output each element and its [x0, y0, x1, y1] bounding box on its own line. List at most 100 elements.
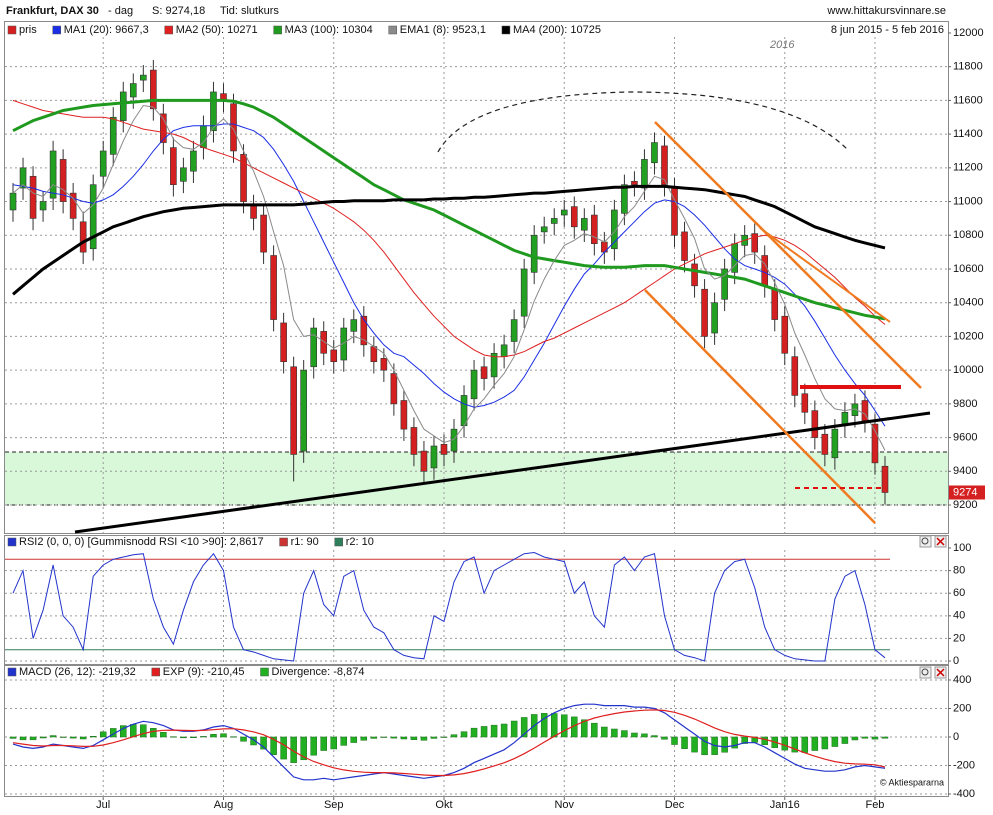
- y-tick-label: 100: [953, 542, 971, 554]
- divergence-bar: [300, 736, 307, 761]
- candle-body: [721, 268, 728, 300]
- divergence-bar: [520, 717, 528, 738]
- x-tick-label: Jan16: [770, 799, 800, 811]
- price-tag-label: 9274: [953, 486, 977, 498]
- y-tick-label: 11400: [953, 128, 983, 140]
- date-range: 8 jun 2015 - 5 feb 2016: [831, 24, 944, 36]
- candle-body: [250, 204, 257, 219]
- divergence-bar: [540, 713, 548, 738]
- y-tick-label: 9800: [953, 398, 977, 410]
- legend-label: MA1 (20): 9667,3: [64, 24, 149, 36]
- divergence-bar: [240, 736, 247, 742]
- y-tick-label: 10000: [953, 364, 984, 376]
- divergence-bar: [340, 736, 348, 746]
- zoom-button[interactable]: [919, 535, 932, 548]
- ma-line: [12, 184, 886, 296]
- legend-swatch: [334, 537, 343, 547]
- panel-buttons: [919, 535, 947, 679]
- candle-body: [691, 263, 698, 287]
- annotations: [74, 91, 931, 534]
- divergence-bar: [721, 736, 728, 753]
- divergence-bar: [561, 714, 568, 738]
- legend-label: MACD (26, 12): -219,32: [19, 666, 136, 678]
- candle-body: [180, 167, 187, 182]
- y-tick-label: 12000: [953, 27, 984, 39]
- y-tick-label: 10400: [953, 297, 984, 309]
- candle-body: [190, 150, 197, 172]
- divergence-bar: [550, 713, 558, 738]
- candle-body: [581, 218, 588, 231]
- candle-body: [99, 150, 107, 177]
- y-tick-label: 40: [953, 610, 965, 622]
- divergence-bar: [841, 736, 849, 744]
- last-price: S: 9274,18: [152, 5, 205, 17]
- close-icon: [936, 537, 945, 546]
- candle-body: [400, 400, 408, 430]
- candle-body: [801, 393, 809, 413]
- y-tick-label: -400: [953, 788, 975, 800]
- divergence-bar: [430, 736, 438, 739]
- divergence-bar: [250, 736, 257, 746]
- candle-body: [641, 159, 648, 189]
- divergence-bar: [871, 736, 879, 740]
- candle-body: [39, 201, 47, 211]
- candle-body: [480, 366, 488, 379]
- legend-swatch: [501, 25, 511, 35]
- x-tick-label: Nov: [554, 799, 574, 811]
- candle-body: [29, 175, 37, 219]
- legend-swatch: [7, 537, 17, 547]
- candle-body: [340, 327, 348, 361]
- legend-band: [5, 22, 948, 37]
- legend-swatch: [7, 25, 17, 35]
- rsi-line: [12, 551, 886, 662]
- y-tick-label: 9600: [953, 431, 977, 443]
- candle-body: [871, 423, 879, 464]
- divergence-bar: [651, 735, 658, 738]
- divergence-bar: [801, 736, 809, 753]
- divergence-bar: [611, 728, 618, 738]
- candle-body: [550, 218, 558, 224]
- candle-body: [761, 255, 769, 287]
- candle-body: [701, 288, 708, 337]
- legend-label: MA2 (50): 10271: [176, 24, 258, 36]
- candle-body: [79, 221, 87, 253]
- candle-body: [210, 91, 217, 132]
- arc: [437, 91, 849, 153]
- candle-body: [380, 358, 388, 371]
- legend-label: r1: 90: [291, 536, 319, 548]
- y-tick-label: 400: [953, 674, 971, 686]
- divergence-bar: [621, 730, 628, 738]
- divergence-bar: [701, 736, 708, 756]
- candle-body: [791, 356, 799, 396]
- divergence-bar: [661, 736, 668, 740]
- y-tick-label: 80: [953, 565, 965, 577]
- x-tick-label: Dec: [665, 799, 685, 811]
- divergence-bar: [440, 736, 448, 738]
- legend-swatch: [260, 667, 269, 677]
- x-tick-label: Jul: [96, 799, 110, 811]
- channel-lower: [644, 289, 876, 524]
- divergence-bar: [691, 736, 698, 753]
- legend-label: MA4 (200): 10725: [513, 24, 601, 36]
- y-tick-label: 10600: [953, 263, 984, 275]
- divergence-bar: [490, 724, 498, 738]
- candle-body: [430, 445, 438, 469]
- divergence-bar: [330, 736, 337, 750]
- y-tick-label: 9400: [953, 465, 977, 477]
- divergence-bar: [631, 732, 638, 738]
- y-tick-label: 10800: [953, 229, 984, 241]
- x-tick-label: Aug: [214, 799, 234, 811]
- candle-body: [129, 83, 137, 98]
- divergence-bar: [49, 735, 57, 738]
- candle-body: [651, 142, 658, 164]
- year-marker: 2016: [769, 39, 795, 51]
- candle-body: [280, 322, 287, 363]
- zoom-button[interactable]: [919, 666, 932, 679]
- divergence-bar: [120, 725, 127, 738]
- divergence-bar: [460, 731, 468, 738]
- candle-body: [440, 444, 448, 455]
- x-tick-label: Feb: [865, 799, 884, 811]
- y-tick-label: 20: [953, 632, 965, 644]
- candle-body: [751, 233, 758, 253]
